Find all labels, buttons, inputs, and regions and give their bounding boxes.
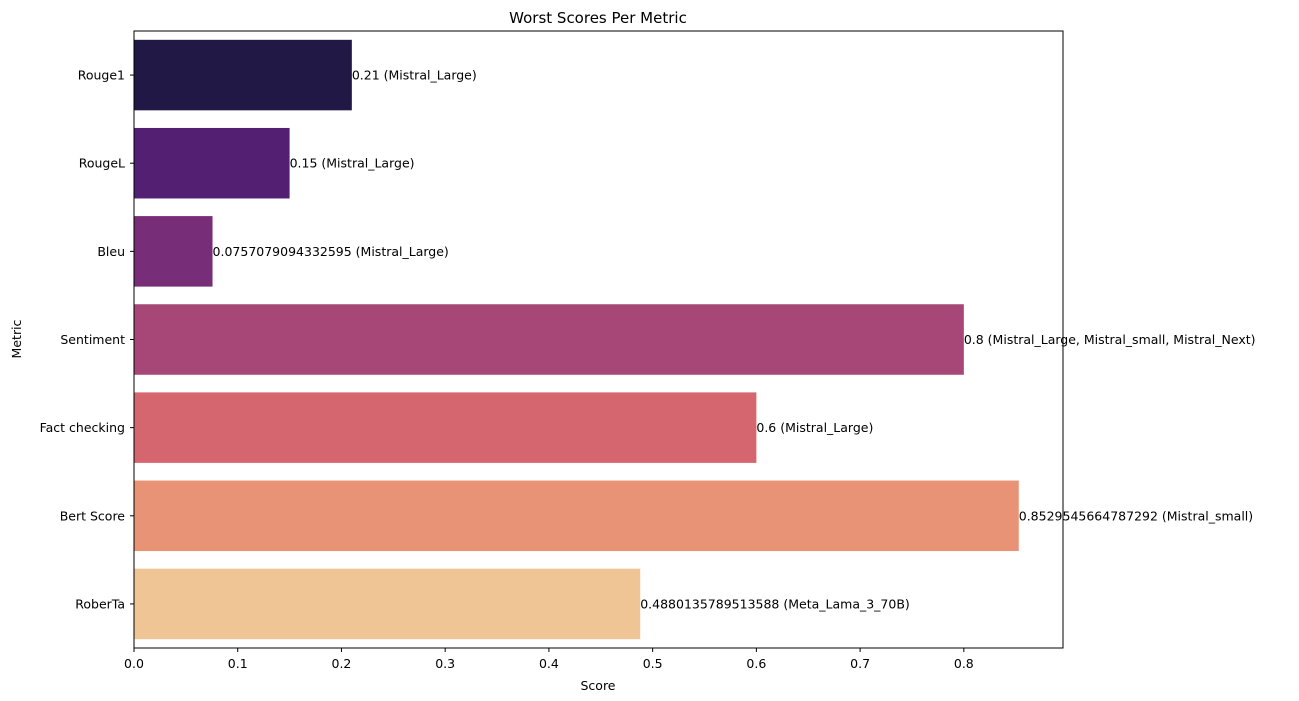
data-labels-group: 0.21 (Mistral_Large) 0.15 (Mistral_Large)… bbox=[213, 68, 1256, 612]
y-tick-label-1: RougeL bbox=[79, 156, 125, 171]
x-tick-label-6: 0.6 bbox=[746, 656, 766, 671]
x-tick-label-8: 0.8 bbox=[954, 656, 974, 671]
x-tick-label-0: 0.0 bbox=[124, 656, 144, 671]
bar-3 bbox=[134, 304, 964, 375]
y-axis-label: Metric bbox=[9, 319, 24, 358]
x-tick-label-1: 0.1 bbox=[228, 656, 248, 671]
data-label-5: 0.8529545664787292 (Mistral_small) bbox=[1019, 508, 1253, 523]
y-tick-label-6: RoberTa bbox=[75, 596, 125, 611]
data-label-0: 0.21 (Mistral_Large) bbox=[352, 68, 477, 83]
x-axis-label: Score bbox=[580, 678, 615, 693]
bar-4 bbox=[134, 392, 757, 463]
y-tick-label-5: Bert Score bbox=[60, 508, 126, 523]
bar-0 bbox=[134, 39, 352, 111]
bar-5 bbox=[134, 480, 1019, 552]
bar-1 bbox=[134, 127, 290, 199]
x-tick-label-3: 0.3 bbox=[435, 656, 455, 671]
data-label-4: 0.6 (Mistral_Large) bbox=[756, 420, 873, 435]
y-axis-ticks: Rouge1 RougeL Bleu Sentiment Fact checking Be… bbox=[40, 68, 134, 611]
data-label-1: 0.15 (Mistral_Large) bbox=[290, 156, 415, 171]
y-tick-label-4: Fact checking bbox=[40, 420, 125, 435]
data-label-6: 0.4880135789513588 (Meta_Lama_3_70B) bbox=[640, 596, 910, 611]
bars-group bbox=[134, 39, 1019, 640]
data-label-3: 0.8 (Mistral_Large, Mistral_small, Mistr… bbox=[964, 332, 1256, 347]
x-tick-label-2: 0.2 bbox=[332, 656, 352, 671]
chart-title: Worst Scores Per Metric bbox=[509, 9, 687, 27]
x-tick-label-4: 0.4 bbox=[539, 656, 559, 671]
y-tick-label-2: Bleu bbox=[97, 244, 125, 259]
y-tick-label-3: Sentiment bbox=[60, 332, 125, 347]
y-tick-label-0: Rouge1 bbox=[78, 68, 125, 83]
x-axis-ticks: 0.0 0.1 0.2 0.3 0.4 0.5 0.6 0.7 0.8 bbox=[124, 648, 974, 671]
data-label-2: 0.0757079094332595 (Mistral_Large) bbox=[213, 244, 449, 259]
x-tick-label-5: 0.5 bbox=[643, 656, 663, 671]
bar-2 bbox=[134, 216, 213, 287]
x-tick-label-7: 0.7 bbox=[850, 656, 870, 671]
bar-6 bbox=[134, 568, 641, 640]
